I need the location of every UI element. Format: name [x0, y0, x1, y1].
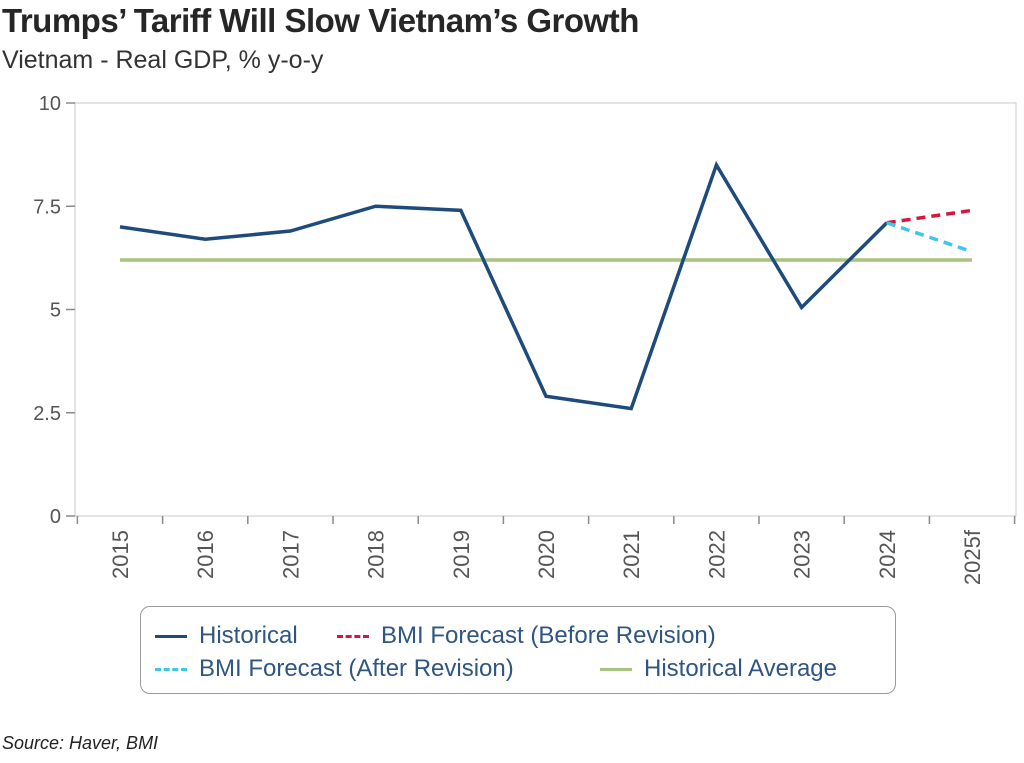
legend-item: BMI Forecast (After Revision)	[155, 655, 514, 683]
legend-swatch	[155, 667, 187, 671]
y-tick-label: 2.5	[33, 403, 61, 425]
chart-subtitle: Vietnam - Real GDP, % y-o-y	[2, 46, 324, 74]
legend-item: BMI Forecast (Before Revision)	[337, 622, 716, 650]
y-tick-label: 5	[50, 300, 61, 322]
legend-item: Historical Average	[600, 655, 837, 683]
chart-legend: Historical BMI Forecast (Before Revision)…	[140, 606, 896, 694]
legend-label: Historical	[199, 622, 298, 649]
series-line-bmi-forecast-after-revision	[886, 221, 973, 254]
legend-swatch	[337, 634, 369, 638]
source-note: Source: Haver, BMI	[2, 733, 159, 753]
legend-label: BMI Forecast (Before Revision)	[381, 622, 716, 649]
x-tick-label: 2020	[534, 530, 559, 579]
x-tick-label: 2023	[790, 530, 815, 579]
x-tick-label: 2018	[364, 530, 389, 579]
series-line-historical	[119, 160, 889, 411]
x-tick-label: 2015	[108, 530, 133, 579]
legend-swatch	[600, 667, 632, 671]
legend-label: BMI Forecast (After Revision)	[199, 655, 514, 682]
y-tick-label: 0	[50, 506, 61, 528]
x-tick-label: 2016	[193, 530, 218, 579]
x-tick-label: 2024	[875, 530, 900, 579]
plot-area	[74, 102, 1017, 517]
series-line-bmi-forecast-before-revision	[886, 208, 973, 225]
legend-label: Historical Average	[644, 655, 837, 682]
x-tick-label: 2019	[449, 530, 474, 579]
legend-swatch	[155, 634, 187, 638]
chart-title: Trumps’ Tariff Will Slow Vietnam’s Growt…	[2, 2, 639, 39]
y-tick-label: 7.5	[33, 196, 61, 218]
x-tick-label: 2021	[619, 530, 644, 579]
legend-item: Historical	[155, 622, 298, 650]
x-tick-label: 2025f	[960, 529, 985, 585]
y-tick-label: 10	[39, 93, 61, 115]
x-tick-label: 2017	[278, 530, 303, 579]
x-tick-label: 2022	[704, 530, 729, 579]
